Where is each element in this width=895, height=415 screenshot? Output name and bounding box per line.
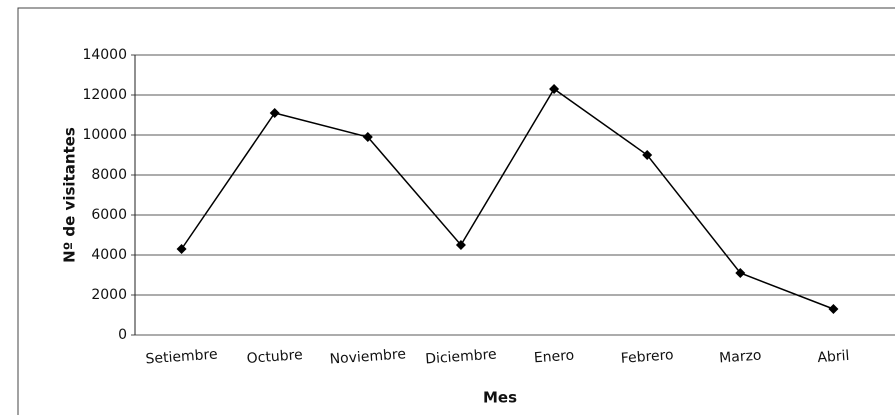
x-tick-label: Setiembre: [145, 347, 218, 368]
point-marker: [269, 108, 280, 118]
line-series: [180, 87, 834, 310]
x-tick-label: Enero: [533, 348, 574, 367]
x-tick-label: Febrero: [620, 347, 674, 367]
y-tick-label: 14000: [82, 47, 127, 63]
y-tick-label: 4000: [91, 247, 127, 263]
point-marker: [362, 132, 373, 142]
y-tick-label: 12000: [82, 87, 127, 103]
point-marker: [455, 240, 466, 250]
chart-frame: [17, 7, 895, 415]
x-tick-label: Noviembre: [329, 346, 406, 367]
x-tick-label: Abril: [817, 348, 850, 366]
y-tick-label: 2000: [91, 287, 127, 303]
y-axis-title: Nº de visitantes: [61, 127, 79, 263]
x-tick-label: Octubre: [246, 347, 303, 367]
x-tick-label: Diciembre: [425, 347, 497, 368]
point-marker: [549, 84, 560, 94]
x-tick-label: Marzo: [719, 348, 762, 367]
y-tick-label: 6000: [91, 207, 127, 223]
y-tick-label: 8000: [91, 167, 127, 183]
x-axis-title: Mes: [483, 389, 517, 407]
point-marker: [642, 150, 653, 160]
point-marker: [735, 268, 746, 278]
y-tick-label: 10000: [82, 127, 127, 143]
point-marker: [176, 244, 187, 254]
point-marker: [828, 304, 839, 314]
y-tick-label: 0: [118, 327, 127, 343]
